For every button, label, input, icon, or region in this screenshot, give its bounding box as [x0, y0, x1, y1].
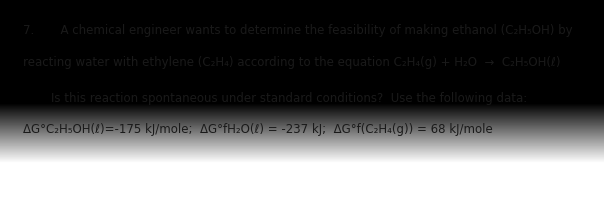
Text: ΔG°C₂H₅OH(ℓ)=-175 kJ/mole;  ΔG°fH₂O(ℓ) = -237 kJ;  ΔG°f(C₂H₄(g)) = 68 kJ/mole: ΔG°C₂H₅OH(ℓ)=-175 kJ/mole; ΔG°fH₂O(ℓ) = …: [23, 123, 493, 136]
Text: Is this reaction spontaneous under standard conditions?  Use the following data:: Is this reaction spontaneous under stand…: [51, 92, 527, 104]
Text: reacting water with ethylene (C₂H₄) according to the equation C₂H₄(g) + H₂O  →  : reacting water with ethylene (C₂H₄) acco…: [23, 56, 561, 69]
Text: 7.       A chemical engineer wants to determine the feasibility of making ethano: 7. A chemical engineer wants to determin…: [23, 24, 573, 37]
